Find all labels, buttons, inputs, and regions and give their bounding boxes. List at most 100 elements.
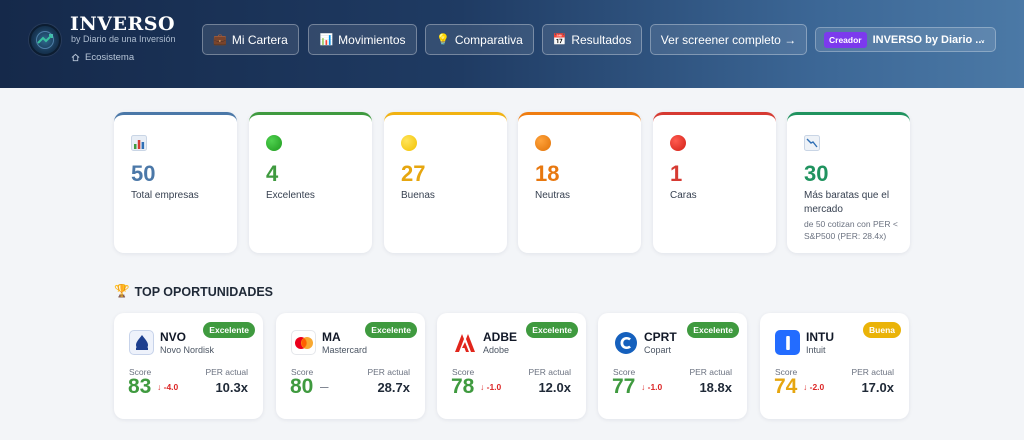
trophy-icon: 🏆 [114,284,130,298]
ticker: CPRT [644,330,677,344]
score-value: 83 [128,375,152,398]
per-label: PER actual [528,367,571,377]
score-label: Score [452,367,475,377]
mi-cartera-label: Mi Cartera [231,32,288,47]
per-label: PER actual [851,367,894,377]
brand-subtitle: by Diario de una Inversión [71,34,176,44]
stat-value: 50 [131,161,156,186]
score-label: Score [129,367,152,377]
novo-nordisk-logo-icon [129,330,154,355]
trend-down-chart-icon [804,135,820,151]
stat-label: Caras [670,190,697,201]
lightbulb-icon: 💡 [436,34,450,46]
score-label: Score [775,367,798,377]
opportunity-card-ma[interactable]: MA Mastercard Excelente Score 80 — PER a… [276,313,425,419]
company-name: Intuit [806,345,826,355]
creator-dropdown[interactable]: Creador INVERSO by Diario ... ⌄ [815,27,996,52]
score-value: 78 [451,375,475,398]
stat-value: 18 [535,161,560,186]
per-value: 12.0x [538,380,571,395]
movimientos-button[interactable]: 📊 Movimientos [308,24,417,55]
company-name: Adobe [483,345,510,355]
chevron-down-icon: ⌄ [979,35,986,44]
mi-cartera-button[interactable]: 💼 Mi Cartera [202,24,299,55]
movimientos-label: Movimientos [338,32,406,47]
score-delta: ↓ -2.0 [803,382,825,392]
per-value: 10.3x [215,380,248,395]
score-value: 80 [290,375,314,398]
stat-note: de 50 cotizan con PER < S&P500 (PER: 28.… [804,219,898,241]
opportunity-card-nvo[interactable]: NVO Novo Nordisk Excelente Score 83 ↓ -4… [114,313,263,419]
ticker: MA [322,330,341,344]
score-value: 77 [612,375,636,398]
company-name: Mastercard [322,345,368,355]
per-label: PER actual [205,367,248,377]
section-title-text: TOP OPORTUNIDADES [134,284,274,299]
comparativa-label: Comparativa [454,32,523,47]
bar-chart-icon: 📊 [319,34,334,46]
opportunity-card-adbe[interactable]: ADBE Adobe Excelente Score 78 ↓ -1.0 PER… [437,313,586,419]
rating-badge: Excelente [203,322,255,338]
ticker: NVO [160,330,187,344]
per-label: PER actual [689,367,732,377]
score-label: Score [291,367,314,377]
stat-card-total: 50 Total empresas [114,112,237,253]
top-oportunidades-heading: 🏆 TOP OPORTUNIDADES [114,284,273,299]
stat-value: 4 [266,161,279,186]
briefcase-icon: 💼 [213,34,227,46]
ver-screener-label: Ver screener completo → [660,32,797,47]
resultados-label: Resultados [571,32,632,47]
intuit-logo-icon [775,330,800,355]
company-name: Copart [644,345,672,355]
score-value: 74 [774,375,798,398]
score-delta: ↓ -1.0 [641,382,663,392]
stat-label: Neutras [535,190,571,201]
ecosystem-label: Ecosistema [85,52,135,63]
opportunity-card-intu[interactable]: INTU Intuit Buena Score 74 ↓ -2.0 PER ac… [760,313,909,419]
per-value: 28.7x [377,380,410,395]
mastercard-logo-icon [291,330,316,355]
red-circle-icon [670,135,686,151]
yellow-circle-icon [401,135,417,151]
stat-label: Excelentes [266,190,315,201]
ecosystem-link[interactable]: Ecosistema [71,52,134,63]
green-circle-icon [266,135,282,151]
per-value: 18.8x [699,380,732,395]
ver-screener-button[interactable]: Ver screener completo → [650,24,807,55]
bar-chart-icon [131,135,147,151]
brand-logo-icon[interactable] [29,24,61,56]
stat-card-neutras: 18 Neutras [518,112,641,253]
rating-badge: Excelente [365,322,417,338]
score-delta: ↓ -1.0 [480,382,502,392]
comparativa-button[interactable]: 💡 Comparativa [425,24,534,55]
score-delta: — [320,382,329,392]
ticker: ADBE [483,330,518,344]
company-name: Novo Nordisk [160,345,215,355]
home-icon [71,53,80,62]
stat-value: 27 [401,161,426,186]
stat-card-caras: 1 Caras [653,112,776,253]
copart-logo-icon [613,330,638,355]
score-label: Score [613,367,636,377]
rating-badge: Excelente [526,322,578,338]
calendar-icon: 📅 [552,34,567,46]
stat-label: Más baratas que el mercado [804,190,890,215]
stat-card-baratas: 30 Más baratas que el mercado de 50 coti… [787,112,910,253]
stat-card-buenas: 27 Buenas [384,112,507,253]
stat-label: Buenas [401,190,435,201]
adobe-logo-icon [452,330,477,355]
top-header: INVERSO by Diario de una Inversión Ecosi… [0,0,1024,88]
creator-badge: Creador [824,31,867,48]
per-value: 17.0x [861,380,894,395]
stat-value: 1 [670,161,683,186]
stat-value: 30 [804,161,829,186]
stat-label: Total empresas [131,190,199,201]
resultados-button[interactable]: 📅 Resultados [542,24,642,55]
creator-name: INVERSO by Diario ... [872,33,985,46]
rating-badge: Excelente [687,322,739,338]
opportunity-card-cprt[interactable]: CPRT Copart Excelente Score 77 ↓ -1.0 PE… [598,313,747,419]
ticker: INTU [806,330,834,344]
rating-badge: Buena [863,322,901,338]
score-delta: ↓ -4.0 [157,382,179,392]
brand-title: INVERSO [70,13,176,35]
